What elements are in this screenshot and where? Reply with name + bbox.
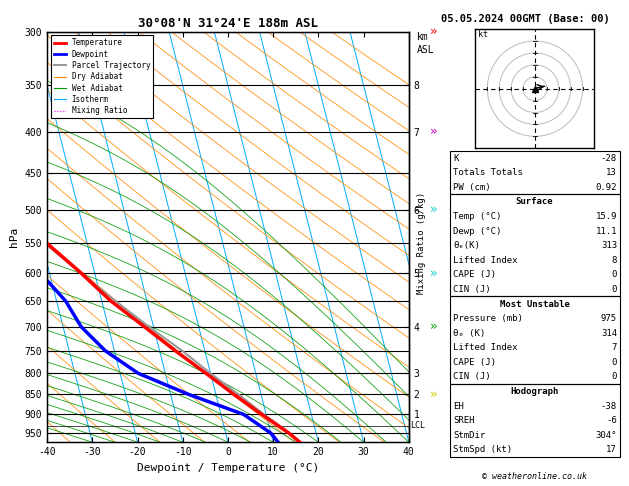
Text: Lifted Index: Lifted Index [453,343,518,352]
Legend: Temperature, Dewpoint, Parcel Trajectory, Dry Adiabat, Wet Adiabat, Isotherm, Mi: Temperature, Dewpoint, Parcel Trajectory… [51,35,153,118]
Text: »: » [430,320,438,333]
Text: 7: 7 [611,343,617,352]
Text: kt: kt [478,31,488,39]
Text: Mixing Ratio (g/kg): Mixing Ratio (g/kg) [417,192,426,294]
Text: »: » [430,388,438,401]
Text: 11.1: 11.1 [596,226,617,236]
Text: »: » [430,203,438,216]
Text: CIN (J): CIN (J) [453,285,491,294]
Text: CAPE (J): CAPE (J) [453,358,496,367]
Text: Most Unstable: Most Unstable [499,299,570,309]
Text: -6: -6 [606,416,617,425]
Text: θₑ (K): θₑ (K) [453,329,485,338]
Text: K: K [453,154,459,163]
Text: PW (cm): PW (cm) [453,183,491,192]
Text: Surface: Surface [516,197,554,207]
Text: LCL: LCL [409,421,425,430]
Text: 05.05.2024 00GMT (Base: 00): 05.05.2024 00GMT (Base: 00) [441,14,610,24]
X-axis label: Dewpoint / Temperature (°C): Dewpoint / Temperature (°C) [137,463,319,473]
Text: SREH: SREH [453,416,474,425]
Text: -38: -38 [601,401,617,411]
Text: 0: 0 [611,270,617,279]
Text: 314: 314 [601,329,617,338]
Text: Pressure (mb): Pressure (mb) [453,314,523,323]
Text: © weatheronline.co.uk: © weatheronline.co.uk [482,472,587,481]
Text: StmDir: StmDir [453,431,485,440]
Text: 975: 975 [601,314,617,323]
Text: CAPE (J): CAPE (J) [453,270,496,279]
Text: EH: EH [453,401,464,411]
Text: km: km [417,32,429,42]
Title: 30°08'N 31°24'E 188m ASL: 30°08'N 31°24'E 188m ASL [138,17,318,31]
Text: Totals Totals: Totals Totals [453,168,523,177]
Y-axis label: hPa: hPa [9,227,19,247]
Text: Lifted Index: Lifted Index [453,256,518,265]
Text: 8: 8 [611,256,617,265]
Text: θₑ(K): θₑ(K) [453,241,480,250]
Text: -28: -28 [601,154,617,163]
Text: StmSpd (kt): StmSpd (kt) [453,445,512,454]
Text: 304°: 304° [596,431,617,440]
Text: Dewp (°C): Dewp (°C) [453,226,501,236]
Text: »: » [430,25,438,38]
Text: 15.9: 15.9 [596,212,617,221]
Text: Temp (°C): Temp (°C) [453,212,501,221]
Text: 0.92: 0.92 [596,183,617,192]
Text: 313: 313 [601,241,617,250]
Text: 0: 0 [611,285,617,294]
Text: ASL: ASL [417,45,435,55]
Text: 17: 17 [606,445,617,454]
Text: 0: 0 [611,372,617,382]
Text: »: » [430,267,438,279]
Text: 0: 0 [611,358,617,367]
Text: Hodograph: Hodograph [511,387,559,396]
Text: CIN (J): CIN (J) [453,372,491,382]
Text: »: » [430,125,438,139]
Text: 13: 13 [606,168,617,177]
